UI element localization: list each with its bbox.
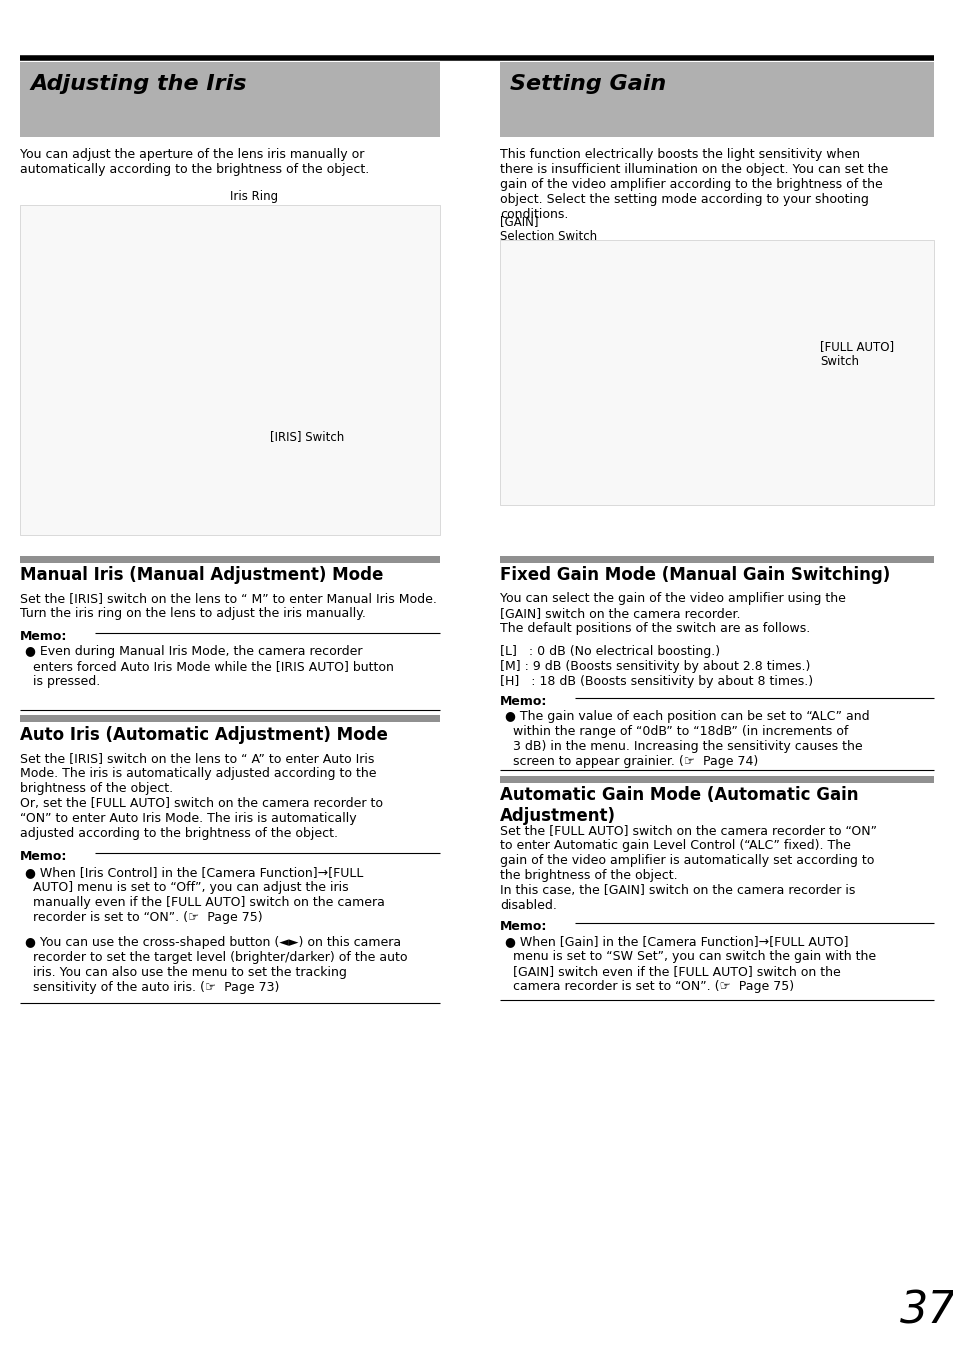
Text: Set the [FULL AUTO] switch on the camera recorder to “ON”
to enter Automatic gai: Set the [FULL AUTO] switch on the camera… [499,824,876,913]
Text: ● You can use the cross-shaped button (◄►) on this camera
  recorder to set the : ● You can use the cross-shaped button (◄… [25,936,407,994]
Text: [L]   : 0 dB (No electrical boosting.): [L] : 0 dB (No electrical boosting.) [499,645,720,657]
Text: Set the [IRIS] switch on the lens to “ A” to enter Auto Iris
Mode. The iris is a: Set the [IRIS] switch on the lens to “ A… [20,752,382,840]
Text: Memo:: Memo: [20,850,68,863]
Text: [GAIN]
Selection Switch: [GAIN] Selection Switch [499,215,597,243]
Text: Manual Iris (Manual Adjustment) Mode: Manual Iris (Manual Adjustment) Mode [20,566,383,585]
Bar [20,205,439,535]
Text: Fixed Gain Mode (Manual Gain Switching): Fixed Gain Mode (Manual Gain Switching) [499,566,889,585]
Text: [M] : 9 dB (Boosts sensitivity by about 2.8 times.): [M] : 9 dB (Boosts sensitivity by about … [499,660,809,674]
Text: Memo:: Memo: [499,919,547,933]
Text: Setting Gain: Setting Gain [510,74,665,94]
Text: This function electrically boosts the light sensitivity when
there is insufficie: This function electrically boosts the li… [499,148,887,221]
Text: ● Even during Manual Iris Mode, the camera recorder
  enters forced Auto Iris Mo: ● Even during Manual Iris Mode, the came… [25,645,394,688]
Text: Iris Ring: Iris Ring [230,190,278,202]
Text: Memo:: Memo: [20,630,68,643]
Text: You can select the gain of the video amplifier using the
[GAIN] switch on the ca: You can select the gain of the video amp… [499,593,845,634]
Text: ● The gain value of each position can be set to “ALC” and
  within the range of : ● The gain value of each position can be… [504,710,869,768]
Text: Memo:: Memo: [499,695,547,707]
Text: Set the [IRIS] switch on the lens to “ M” to enter Manual Iris Mode.
Turn the ir: Set the [IRIS] switch on the lens to “ M… [20,593,436,620]
Bar [20,62,439,136]
Text: Auto Iris (Automatic Adjustment) Mode: Auto Iris (Automatic Adjustment) Mode [20,726,388,744]
Bar [499,62,933,136]
Text: ● When [Iris Control] in the [Camera Function]→[FULL
  AUTO] menu is set to “Off: ● When [Iris Control] in the [Camera Fun… [25,865,384,923]
Text: [H]   : 18 dB (Boosts sensitivity by about 8 times.): [H] : 18 dB (Boosts sensitivity by about… [499,675,812,688]
Text: Adjusting the Iris: Adjusting the Iris [30,74,246,94]
Bar [20,716,439,722]
Text: ● When [Gain] in the [Camera Function]→[FULL AUTO]
  menu is set to “SW Set”, yo: ● When [Gain] in the [Camera Function]→[… [504,936,875,994]
Bar [499,556,933,563]
Bar [499,240,933,505]
Text: 37: 37 [899,1291,953,1332]
Text: You can adjust the aperture of the lens iris manually or
automatically according: You can adjust the aperture of the lens … [20,148,369,176]
Bar [499,776,933,783]
Bar [20,556,439,563]
Text: [IRIS] Switch: [IRIS] Switch [270,431,344,443]
Text: Automatic Gain Mode (Automatic Gain
Adjustment): Automatic Gain Mode (Automatic Gain Adju… [499,786,858,825]
Text: [FULL AUTO]
Switch: [FULL AUTO] Switch [820,340,893,369]
